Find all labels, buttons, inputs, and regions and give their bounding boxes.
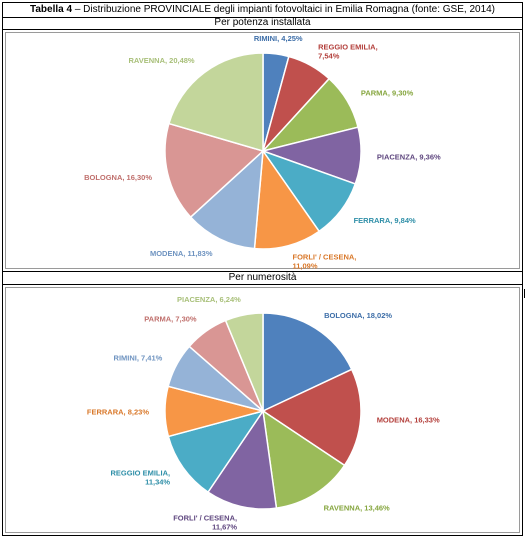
pie-slice-modena [189,149,264,250]
pie-slice-ravenna [262,409,346,509]
chart-1-panel: RIMINI, 4,25% REGGIO EMILIA, 7,54% PARMA, 9… [2,30,523,272]
chart-1-plot-area [5,32,520,269]
chart-1-pie: RIMINI, 4,25% REGGIO EMILIA, 7,54% PARMA, 9… [84,34,441,271]
pie-label-piacenza: PIACENZA, 9,36% [377,153,441,162]
pie-slice-ravenna [167,52,264,153]
pie-label-forli-cesena: FORLI' / CESENA, 11,67% [173,514,237,532]
pie-label-piacenza: PIACENZA, 6,24% [177,295,241,304]
pie-label-forli-cesena: FORLI' / CESENA, 11,09% [293,253,357,271]
chart-2-pie: BOLOGNA, 18,02% MODENA, 16,33% RAVENNA, 13… [87,295,440,532]
chart-2-header: Per numerosità [2,272,523,285]
pie-label-rimini: RIMINI, 7,41% [114,354,163,363]
pie-label-modena: MODENA, 11,83% [150,249,213,258]
pie-label-bologna: BOLOGNA, 16,30% [84,173,152,182]
pie-label-rimini: RIMINI, 4,25% [254,34,303,43]
pie-label-parma: PARMA, 7,30% [144,314,197,323]
pie-slice-bologna [262,312,353,413]
pie-label-reggio-emilia: REGGIO EMILIA, 7,54% [318,43,378,61]
pie-slice-piacenza [224,312,264,412]
table-title-bold: Tabella 4 [29,4,73,15]
pie-label-reggio-emilia: REGGIO EMILIA, 11,34% [111,469,171,487]
text-cursor [524,289,525,298]
pie-label-ravenna: RAVENNA, 13,46% [324,504,390,513]
table-title-rest: – Distribuzione PROVINCIALE degli impian… [72,4,496,15]
pie-label-ferrara: FERRARA, 8,23% [87,408,149,417]
chart-2-panel: BOLOGNA, 18,02% MODENA, 16,33% RAVENNA, 13… [2,285,523,536]
chart-1-header: Per potenza installata [2,17,523,30]
pie-label-modena: MODENA, 16,33% [377,416,440,425]
pie-label-ravenna: RAVENNA, 20,48% [128,56,194,65]
pie-slice-reggio-emilia [167,409,265,494]
table-title: Tabella 4 – Distribuzione PROVINCIALE de… [2,2,523,18]
pie-slice-bologna [164,122,265,219]
pie-slice-forli-cesena [206,408,278,510]
pie-label-ferrara: FERRARA, 9,84% [354,216,416,225]
pie-label-bologna: BOLOGNA, 18,02% [324,311,392,320]
pie-slice-forli-cesena [253,148,321,250]
pie-label-parma: PARMA, 9,30% [361,89,414,98]
pie-slice-modena [261,368,362,467]
